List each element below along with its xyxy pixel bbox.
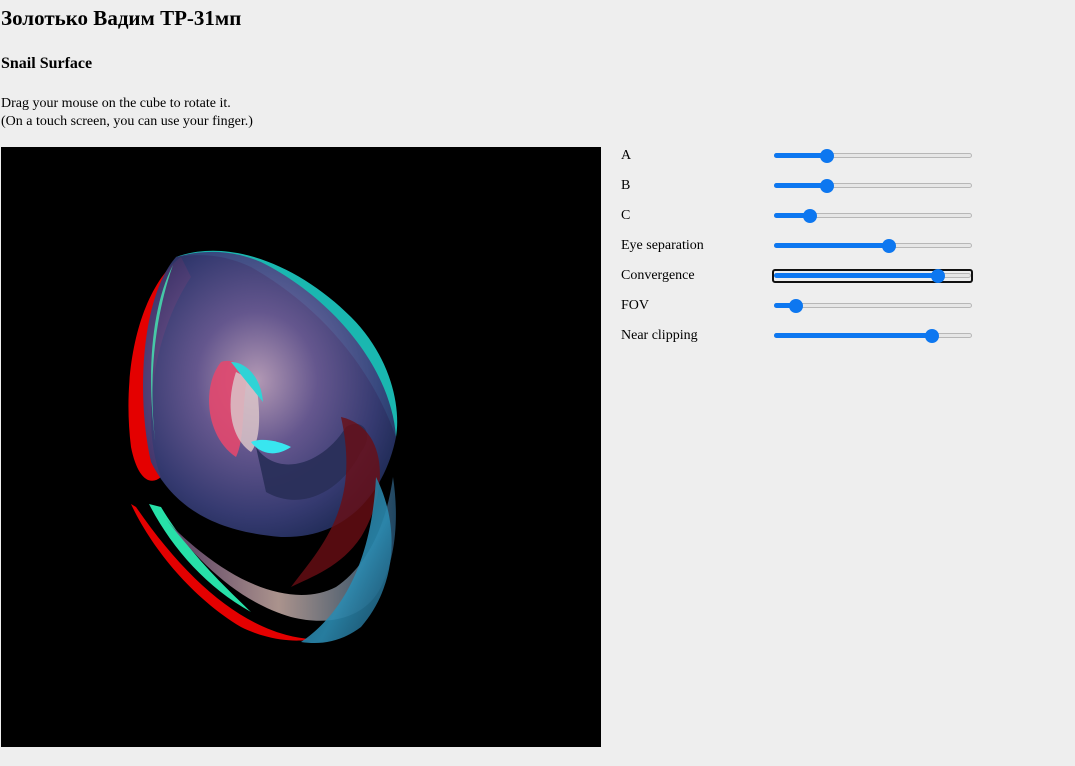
red-lower-band: [131, 504, 311, 641]
control-label-a: A: [621, 148, 632, 163]
instructions-line-1: Drag your mouse on the cube to rotate it…: [1, 96, 231, 111]
a-slider[interactable]: [774, 149, 972, 163]
control-label-near-clipping: Near clipping: [621, 328, 698, 343]
near-clipping-slider[interactable]: [774, 329, 972, 343]
control-label-c: C: [621, 208, 631, 223]
control-row-eye-separation: Eye separation: [621, 236, 981, 266]
controls-panel: A B C Eye separation Convergence FOV Near clip…: [621, 146, 981, 356]
slider-fill: [774, 273, 938, 278]
slider-thumb[interactable]: [820, 149, 835, 163]
slider-fill: [774, 213, 810, 218]
slider-thumb[interactable]: [925, 329, 940, 343]
page-subtitle: Snail Surface: [1, 55, 93, 72]
shell-green-edge: [151, 265, 173, 447]
c-slider[interactable]: [774, 209, 972, 223]
control-label-convergence: Convergence: [621, 268, 695, 283]
control-row-b: B: [621, 176, 981, 206]
slider-fill: [774, 153, 828, 158]
b-slider[interactable]: [774, 179, 972, 193]
eye-separation-slider[interactable]: [774, 239, 972, 253]
snail-surface-render: [128, 250, 398, 644]
control-row-convergence: Convergence: [621, 266, 981, 296]
control-row-c: C: [621, 206, 981, 236]
inner-dark-lip: [256, 423, 368, 500]
webgl-canvas[interactable]: [1, 147, 601, 747]
slider-fill: [774, 243, 889, 248]
slider-track: [774, 303, 972, 308]
convergence-slider[interactable]: [772, 269, 973, 283]
green-lower-band: [149, 504, 251, 612]
slider-thumb[interactable]: [930, 269, 945, 283]
slider-fill: [774, 303, 796, 308]
dark-red-shadow: [291, 417, 380, 587]
inner-opening-light: [230, 372, 260, 452]
page-title: Золотько Вадим ТР-31мп: [1, 6, 242, 30]
control-row-a: A: [621, 146, 981, 176]
inner-cyan-sliver: [231, 362, 263, 402]
control-row-near-clipping: Near clipping: [621, 326, 981, 356]
slider-fill: [774, 183, 828, 188]
slider-thumb[interactable]: [788, 299, 803, 313]
control-label-fov: FOV: [621, 298, 650, 313]
slider-thumb[interactable]: [802, 209, 817, 223]
cyan-lower-sweep: [301, 477, 392, 644]
slider-thumb[interactable]: [820, 179, 835, 193]
instructions: Drag your mouse on the cube to rotate it…: [1, 95, 253, 131]
control-label-b: B: [621, 178, 631, 193]
control-label-eye-separation: Eye separation: [621, 238, 704, 253]
fov-slider[interactable]: [774, 299, 972, 313]
red-shell-outline: [128, 257, 191, 481]
control-row-fov: FOV: [621, 296, 981, 326]
slider-thumb[interactable]: [881, 239, 896, 253]
slider-fill: [774, 333, 933, 338]
instructions-line-2: (On a touch screen, you can use your fin…: [1, 114, 253, 129]
cyan-inner-glint: [251, 439, 291, 454]
